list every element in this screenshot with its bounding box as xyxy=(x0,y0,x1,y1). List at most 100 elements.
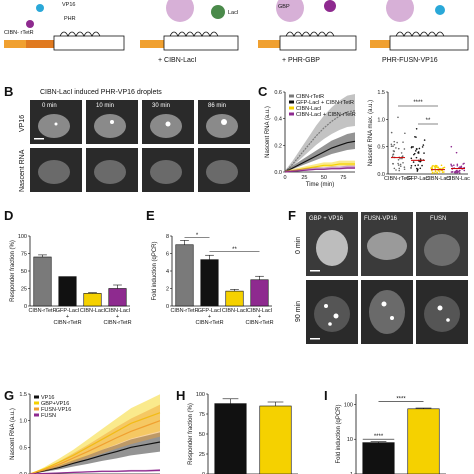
droplet xyxy=(54,122,58,126)
y-tick-label: 100 xyxy=(18,234,27,240)
legend-swatch xyxy=(289,106,294,110)
micrograph-grid-b: 0 min 10 min 30 min 86 min xyxy=(30,100,250,192)
data-point xyxy=(412,161,415,163)
rna-wave-4 xyxy=(395,31,445,37)
data-point xyxy=(415,148,418,150)
data-point xyxy=(414,164,417,167)
data-point xyxy=(390,131,393,134)
data-point xyxy=(398,167,401,170)
data-point xyxy=(403,148,406,150)
operator-block xyxy=(26,40,54,48)
droplet xyxy=(324,304,328,308)
x-tick-label: 50 xyxy=(321,175,327,181)
droplet xyxy=(328,322,332,326)
data-point xyxy=(456,163,459,166)
y-tick-label: 50 xyxy=(199,432,205,438)
droplet xyxy=(437,305,443,311)
series-band xyxy=(30,432,160,474)
y-tick-label: 10 xyxy=(347,437,353,443)
data-point xyxy=(396,141,398,144)
legend-entry: CIBN-LacI xyxy=(296,106,322,112)
x-tick-label: GFP-LacI xyxy=(56,308,80,314)
nucleus xyxy=(150,114,182,138)
data-point xyxy=(421,146,424,148)
panel-letter-c: C xyxy=(258,84,268,99)
x-tick-label: CIBN-rTetR xyxy=(53,320,81,326)
rna-wave-2 xyxy=(169,31,219,37)
bar xyxy=(175,244,194,307)
x-tick-label: CIBN-LacI xyxy=(425,176,451,182)
reporter-gene xyxy=(163,35,239,51)
y-tick-label: 0.0 xyxy=(274,170,282,176)
nucleus xyxy=(367,232,407,260)
data-point xyxy=(450,145,453,148)
data-point xyxy=(398,169,401,172)
nucleus xyxy=(316,230,348,266)
data-point xyxy=(395,169,397,171)
column-label: FUSN-VP16 xyxy=(364,216,398,222)
y-tick-label: 0 xyxy=(24,304,27,310)
series-band xyxy=(30,394,160,474)
reporter-gene xyxy=(389,35,469,51)
legend-entry: GFP-LacI + CIBN-rTetR xyxy=(296,100,354,106)
panel-letter-e: E xyxy=(146,208,155,223)
lightbulb-icon xyxy=(36,4,44,12)
data-point xyxy=(390,143,393,146)
data-point xyxy=(415,127,418,130)
x-tick-label: 25 xyxy=(301,175,307,181)
nucleus xyxy=(314,296,350,332)
data-point xyxy=(397,158,400,161)
panel-letter-f: F xyxy=(288,208,296,223)
significance-label: **** xyxy=(413,100,423,106)
bar xyxy=(58,276,77,307)
y-axis-label: Nascent RNA (a.u.) xyxy=(265,106,271,158)
data-point xyxy=(451,165,453,167)
x-tick-label: CIBN-rTetR xyxy=(103,320,131,326)
nucleus xyxy=(150,160,182,184)
x-tick-label: + xyxy=(66,314,69,320)
data-point xyxy=(443,166,446,169)
reporter-gene xyxy=(53,35,125,51)
reporter-gene xyxy=(279,35,357,51)
droplet xyxy=(165,121,171,127)
y-tick-label: 1 xyxy=(350,472,353,474)
rna-wave-3 xyxy=(285,31,335,37)
legend-swatch xyxy=(289,100,294,104)
row-label-vp16: VP16 xyxy=(19,115,26,132)
y-tick-label: 100 xyxy=(344,402,353,408)
y-axis-label: Fold induction (qPCR) xyxy=(152,241,158,300)
data-point xyxy=(399,165,402,167)
data-point xyxy=(412,146,414,148)
data-point xyxy=(411,146,413,148)
rna-wave-1 xyxy=(59,31,101,37)
data-point xyxy=(413,152,416,155)
series-line xyxy=(284,163,355,173)
nucleus xyxy=(38,160,70,184)
data-point xyxy=(403,168,406,171)
data-point xyxy=(403,166,406,168)
data-point xyxy=(450,171,453,173)
data-point xyxy=(438,167,441,170)
bar xyxy=(83,293,102,307)
time-label: 10 min xyxy=(96,103,114,109)
data-point xyxy=(393,143,396,146)
data-point xyxy=(454,171,456,174)
data-point xyxy=(431,172,434,174)
significance-label: **** xyxy=(396,397,406,403)
panel-letter-h: H xyxy=(176,388,185,403)
micrograph-grid-f: GBP + VP16 FUSN-VP16 FUSN 0 min 90 min xyxy=(295,212,468,344)
y-tick-label: 4 xyxy=(166,269,169,275)
significance-label: ** xyxy=(232,247,237,253)
data-point xyxy=(432,164,434,167)
y-tick-label: 1.0 xyxy=(19,419,27,425)
y-tick-label: 25 xyxy=(199,452,205,458)
scale-bar xyxy=(310,270,320,272)
data-point xyxy=(401,157,403,160)
legend-swatch xyxy=(34,401,39,405)
phr-protein xyxy=(324,0,336,12)
data-point xyxy=(397,162,399,165)
x-tick-label: CIBN-rTetR xyxy=(384,176,412,182)
x-tick-label: GFP-LacI xyxy=(198,308,222,314)
